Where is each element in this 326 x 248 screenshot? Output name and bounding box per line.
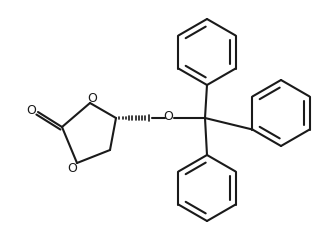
Text: O: O bbox=[26, 104, 36, 118]
Text: O: O bbox=[87, 92, 97, 104]
Text: O: O bbox=[67, 161, 77, 175]
Text: O: O bbox=[163, 111, 173, 124]
